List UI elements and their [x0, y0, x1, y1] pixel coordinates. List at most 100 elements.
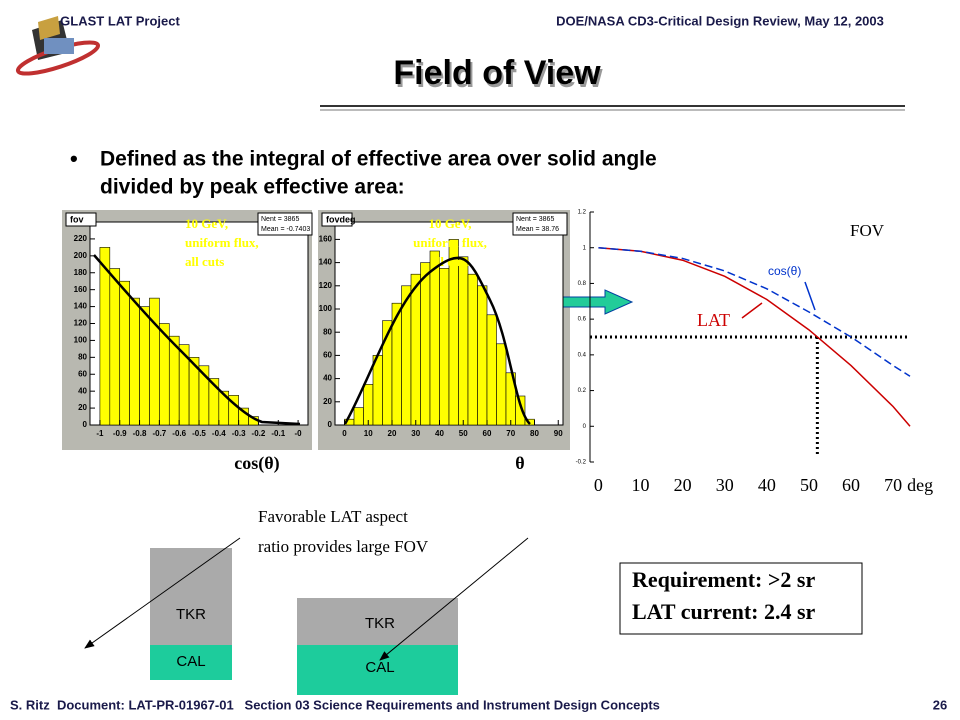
- header-left: GLAST LAT Project: [60, 13, 180, 28]
- y-tick-label: 140: [319, 258, 333, 267]
- x-tick-label: 30: [716, 475, 734, 495]
- plot-title-box: [65, 212, 97, 227]
- logo: [15, 16, 101, 76]
- requirement-box: [619, 562, 863, 635]
- bar: [420, 262, 431, 426]
- y-tick-label: 100: [319, 304, 333, 313]
- y-tick-label: 40: [323, 374, 332, 383]
- y-tick-label: 0.8: [578, 281, 587, 287]
- y-tick-label: 80: [323, 327, 332, 336]
- cal-box: [150, 645, 232, 680]
- bar: [477, 285, 488, 426]
- x-tick-label: 90: [554, 429, 563, 438]
- x-tick-label: -0.3: [232, 429, 246, 438]
- y-tick-label: 120: [319, 281, 333, 290]
- y-tick-label: 1.2: [578, 210, 587, 216]
- y-tick-label: 0: [583, 424, 587, 430]
- x-tick-label: 70: [884, 475, 902, 495]
- x-tick-label: 40: [435, 429, 444, 438]
- x-tick-label: 70: [506, 429, 515, 438]
- x-tick-label: -1: [96, 429, 104, 438]
- stats-text: Nent = 3865: [261, 216, 299, 223]
- bar: [149, 297, 160, 426]
- series-label: LAT: [697, 310, 730, 330]
- bar: [458, 256, 469, 426]
- x-tick-label: 10: [364, 429, 373, 438]
- y-tick-label: 140: [74, 302, 88, 311]
- cal-label: CAL: [176, 653, 205, 670]
- caption: ratio provides large FOV: [258, 537, 429, 556]
- title: Field of View: [393, 54, 601, 92]
- tkr-label: TKR: [176, 606, 206, 623]
- y-tick-label: 80: [78, 352, 87, 361]
- tkr-label: TKR: [365, 615, 395, 632]
- x-tick-label: 40: [758, 475, 776, 495]
- fit-curve: [93, 254, 301, 426]
- tkr-box: [297, 598, 458, 645]
- x-tick-label: -0.1: [271, 429, 285, 438]
- x-tick-label: 60: [483, 429, 492, 438]
- stats-box: [512, 212, 568, 236]
- y-tick-label: 1: [583, 245, 587, 251]
- y-tick-label: 0: [328, 420, 333, 429]
- x-tick-label: -0.6: [172, 429, 186, 438]
- x-tick-label: 30: [411, 429, 420, 438]
- bullet-dot: •: [70, 146, 78, 171]
- requirement: Requirement: >2 sr: [632, 567, 815, 592]
- label-arrow: [741, 302, 763, 319]
- stats-box: [257, 212, 313, 236]
- stats-text: Mean = 38.76: [516, 226, 559, 233]
- y-tick-label: 220: [74, 234, 88, 243]
- annotation: all cuts: [185, 254, 224, 269]
- plot-title-box: [321, 212, 353, 227]
- y-tick-label: 60: [78, 369, 87, 378]
- bar: [353, 407, 364, 426]
- x-tick-label: 0: [342, 429, 347, 438]
- bar: [467, 273, 478, 426]
- page-number: 26: [933, 697, 947, 712]
- y-tick-label: 160: [74, 285, 88, 294]
- annotation: uniform flux,: [185, 235, 259, 250]
- stats-text: Mean = -0.7403: [261, 226, 310, 233]
- annotation: 10 GeV,: [185, 216, 228, 231]
- y-tick-label: 40: [78, 386, 87, 395]
- y-tick-label: 20: [323, 397, 332, 406]
- axis-label: cos(θ): [234, 453, 279, 474]
- plot-title: fovdeg: [326, 214, 356, 224]
- series-label: cos(θ): [768, 264, 801, 278]
- bullet-text: Defined as the integral of effective are…: [100, 148, 657, 171]
- header-right: DOE/NASA CD3-Critical Design Review, May…: [556, 13, 884, 28]
- y-tick-label: 0.2: [578, 388, 587, 394]
- annotation: uniform flux,: [413, 235, 487, 250]
- x-tick-label: 0: [594, 475, 603, 495]
- bullet-text: divided by peak effective area:: [100, 176, 405, 199]
- bar: [99, 247, 111, 426]
- axis-label: θ: [515, 453, 524, 473]
- line-series: [598, 246, 911, 377]
- x-tick-label: 50: [459, 429, 468, 438]
- tkr-box: [150, 548, 232, 645]
- x-tick-label: 50: [800, 475, 818, 495]
- y-tick-label: 100: [74, 336, 88, 345]
- label-arrow: [804, 281, 816, 311]
- annotation: 10 GeV,: [428, 216, 471, 231]
- plot-title: fov: [70, 214, 84, 224]
- footer: S. Ritz Document: LAT-PR-01967-01 Sectio…: [10, 697, 660, 712]
- bar: [119, 280, 130, 426]
- y-tick-label: -0.2: [576, 460, 587, 466]
- x-tick-label: -0: [295, 429, 303, 438]
- line-series: [598, 246, 911, 427]
- bar: [486, 314, 497, 426]
- y-tick-label: 180: [74, 268, 88, 277]
- x-tick-label: -0.5: [192, 429, 206, 438]
- bar: [168, 335, 180, 426]
- chart-label: FOV: [850, 221, 885, 240]
- bar: [363, 384, 374, 426]
- y-tick-label: 0.4: [578, 352, 587, 358]
- x-tick-label: -0.8: [133, 429, 147, 438]
- y-tick-label: 120: [74, 319, 88, 328]
- x-tick-label: 60: [842, 475, 860, 495]
- x-tick-label: 10: [632, 475, 650, 495]
- bar: [372, 355, 383, 426]
